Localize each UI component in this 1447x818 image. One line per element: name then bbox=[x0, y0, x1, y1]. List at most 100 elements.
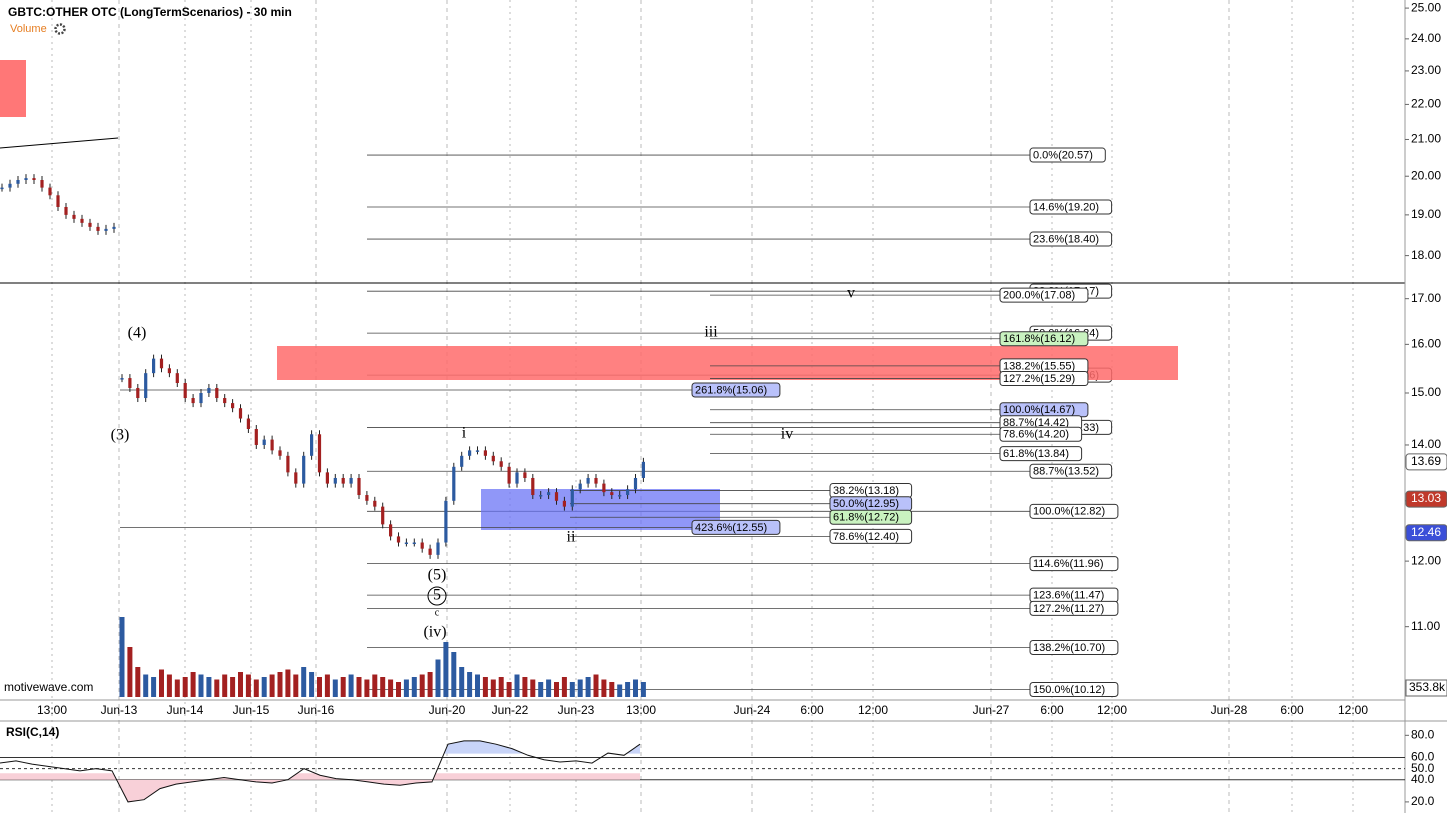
candle bbox=[523, 472, 527, 478]
x-tick-label: Jun-14 bbox=[167, 703, 204, 717]
candle bbox=[531, 477, 535, 496]
volume-bar bbox=[388, 679, 394, 697]
x-tick-label: Jun-22 bbox=[492, 703, 529, 717]
volume-bar bbox=[443, 642, 449, 697]
volume-bar bbox=[617, 684, 623, 697]
wave-label: i bbox=[462, 425, 467, 442]
candle bbox=[207, 387, 211, 393]
volume-bar bbox=[585, 677, 591, 697]
candle bbox=[238, 408, 243, 419]
volume-bar bbox=[174, 679, 180, 697]
x-tick-label: 12:00 bbox=[1097, 703, 1127, 717]
candle bbox=[468, 450, 472, 456]
volume-bar bbox=[561, 677, 567, 697]
candle bbox=[539, 495, 543, 497]
candle bbox=[136, 387, 140, 399]
candle bbox=[286, 455, 290, 473]
candle bbox=[175, 373, 179, 384]
candle bbox=[167, 368, 171, 374]
candle bbox=[452, 466, 456, 501]
volume-badge-label: 353.8k bbox=[1409, 680, 1446, 694]
wave-circle bbox=[427, 586, 447, 606]
wave-label: c bbox=[435, 607, 440, 618]
y-tick-label: 24.00 bbox=[1411, 31, 1441, 45]
candle bbox=[128, 378, 132, 388]
rsi-oversold-fill bbox=[0, 773, 640, 802]
candle bbox=[381, 506, 385, 525]
volume-bar bbox=[151, 677, 157, 697]
fib-label-box bbox=[691, 519, 781, 535]
volume-bar bbox=[356, 677, 362, 697]
candle bbox=[302, 455, 306, 484]
candle bbox=[56, 195, 60, 207]
fib-label: 78.6%(14.20) bbox=[1003, 429, 1069, 441]
candle bbox=[231, 403, 235, 409]
candle bbox=[120, 378, 124, 380]
volume-bar bbox=[640, 682, 646, 697]
candle bbox=[191, 398, 195, 404]
volume-bar bbox=[277, 672, 283, 697]
support-zone bbox=[481, 489, 720, 530]
volume-bar bbox=[285, 669, 291, 697]
volume-bar bbox=[577, 679, 583, 697]
volume-bar bbox=[214, 679, 220, 697]
volume-bar bbox=[475, 674, 480, 697]
fib-label-box bbox=[1029, 556, 1119, 572]
fib-label: 0.0%(20.57) bbox=[1033, 149, 1093, 161]
y-tick-label: 14.00 bbox=[1411, 437, 1441, 451]
fib-label: 88.7%(14.42) bbox=[1003, 417, 1069, 429]
volume-bar bbox=[317, 677, 322, 697]
candle bbox=[618, 495, 622, 497]
candle bbox=[373, 500, 377, 507]
fib-label: 150.0%(10.12) bbox=[1033, 684, 1105, 696]
candle bbox=[270, 439, 274, 451]
x-tick-label: Jun-27 bbox=[973, 703, 1010, 717]
candle bbox=[215, 387, 219, 399]
candle bbox=[183, 383, 187, 399]
candle bbox=[104, 228, 108, 231]
y-tick-label: 11.00 bbox=[1411, 619, 1440, 633]
candle bbox=[112, 226, 116, 229]
x-tick-label: 12:00 bbox=[1338, 703, 1368, 717]
fib-label-box bbox=[1029, 463, 1113, 479]
fib-label-box bbox=[1029, 503, 1119, 519]
candle bbox=[507, 466, 511, 484]
candle bbox=[80, 218, 84, 223]
candle bbox=[40, 180, 44, 188]
price-badge bbox=[1405, 490, 1447, 508]
candle bbox=[341, 477, 345, 484]
fib-label: 127.2%(15.29) bbox=[1003, 373, 1075, 385]
fib-label-box bbox=[999, 331, 1089, 347]
candle bbox=[602, 483, 606, 493]
rsi-tick-label: 50.0 bbox=[1411, 761, 1435, 775]
fib-label: 61.8%(12.72) bbox=[833, 512, 899, 524]
volume-bar bbox=[364, 679, 370, 697]
settings-icon[interactable] bbox=[54, 23, 66, 35]
x-tick-label: Jun-28 bbox=[1211, 703, 1248, 717]
volume-bar bbox=[482, 677, 488, 697]
fib-label: 138.2%(10.70) bbox=[1033, 642, 1105, 654]
candle bbox=[499, 461, 503, 467]
candle bbox=[444, 500, 448, 543]
candle bbox=[428, 548, 432, 555]
candle bbox=[389, 524, 393, 537]
candle bbox=[333, 477, 337, 484]
volume-bar bbox=[403, 679, 409, 697]
fib-label-box bbox=[999, 426, 1083, 442]
candle bbox=[32, 178, 36, 181]
candle bbox=[396, 536, 401, 543]
volume-bar bbox=[396, 682, 401, 697]
y-tick-label: 18.00 bbox=[1411, 248, 1441, 262]
fib-label-box bbox=[1029, 147, 1106, 163]
supply-zone bbox=[0, 60, 26, 117]
volume-bar bbox=[206, 677, 212, 697]
wave-label: (iv) bbox=[423, 624, 446, 641]
rsi-tick-label: 80.0 bbox=[1411, 727, 1435, 741]
candle bbox=[325, 472, 329, 484]
x-tick-label: Jun-16 bbox=[298, 703, 335, 717]
volume-bar bbox=[380, 677, 386, 697]
volume-bar bbox=[569, 682, 575, 697]
watermark: motivewave.com bbox=[4, 680, 93, 694]
volume-bar bbox=[293, 674, 299, 697]
